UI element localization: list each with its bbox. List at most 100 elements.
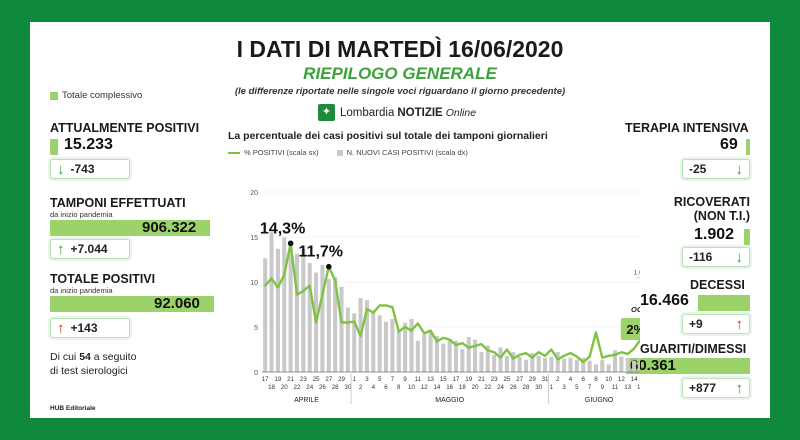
totale-bar [50,296,214,312]
line-point [563,354,566,357]
line-point [404,326,407,328]
tamponi-value: 906.322 [142,219,197,236]
line-point [366,308,368,310]
x-tick-label: 24 [497,384,504,391]
guariti-delta: +877 ↑ [682,378,750,398]
header-note: (le differenze riportate nelle singole v… [234,86,566,97]
bar-new-cases [301,248,306,372]
x-tick-label: 18 [268,384,275,391]
bar-new-cases [460,349,465,372]
x-tick-label: 21 [478,376,485,383]
totale-value: 92.060 [154,295,200,312]
x-tick-label: 3 [365,376,369,383]
lombardia-logo-icon: ✦ [318,104,335,121]
bar-new-cases [403,322,408,372]
x-tick-label: 2 [556,376,560,383]
totale-sub: da inizio pandemia [50,286,113,295]
line-point [493,351,496,354]
x-tick-label: 12 [421,384,428,391]
line-point [296,293,298,296]
bar-new-cases [320,264,325,372]
terapia-label: TERAPIA INTENSIVA [625,121,749,135]
x-tick-label: 11 [415,376,422,383]
annotation-dot [287,240,294,247]
x-tick-label: 15 [637,384,640,391]
arrow-down-icon: ↓ [57,160,65,178]
bar-new-cases [600,359,605,372]
x-tick-label: 17 [453,376,460,383]
terapia-bar [746,139,750,155]
bar-new-cases [593,364,598,372]
x-tick-label: 31 [542,376,549,383]
line-point [601,356,604,359]
line-point [448,338,451,341]
bar-new-cases [352,313,357,372]
x-tick-label: 29 [529,376,536,383]
x-tick-label: 17 [262,376,269,383]
x-tick-label: 1 [353,376,357,383]
x-tick-label: 25 [503,376,510,383]
y-left-tick: 0 [254,370,258,377]
x-tick-label: 4 [569,376,573,383]
month-label: MAGGIO [435,397,464,404]
line-point [550,348,553,351]
x-tick-label: 28 [332,384,339,391]
ricoverati-label-2: (NON T.I.) [693,209,750,223]
ricoverati-label-1: RICOVERATI [673,195,750,209]
line-point [461,342,464,345]
bar-new-cases [377,315,382,372]
y-left-tick: 10 [250,280,258,287]
bar-new-cases [345,307,350,372]
totale-label: TOTALE POSITIVI [50,272,156,286]
line-point [359,335,362,337]
decessi-delta: +9 ↑ [682,314,750,334]
x-tick-label: 27 [516,376,523,383]
line-point [436,340,438,343]
ricoverati-bar [744,229,750,245]
line-point [455,344,457,346]
line-point [614,354,616,356]
x-tick-label: 26 [510,384,517,391]
line-point [391,306,394,309]
annotation-label: 11,7% [299,244,343,261]
x-tick-label: 7 [588,384,592,391]
arrow-down-icon: ↓ [735,160,744,178]
line-point [633,347,635,350]
x-tick-label: 14 [433,384,440,391]
x-tick-label: 30 [535,384,542,391]
line-point [423,332,426,335]
line-point [544,354,546,357]
line-point [416,322,419,325]
decessi-value: 16.466 [640,292,689,309]
bar-new-cases [466,336,471,372]
arrow-up-icon: ↑ [735,315,744,333]
line-point [582,361,585,363]
bar-new-cases [530,353,535,372]
line-point [512,357,515,360]
x-tick-label: 3 [562,384,566,391]
bar-new-cases [517,356,522,372]
line-point [410,329,413,332]
bar-new-cases [632,360,637,372]
line-point [525,352,527,354]
bar-new-cases [549,356,554,372]
line-point [334,279,337,282]
sierologici-post: a seguito [93,351,137,363]
x-tick-label: 14 [631,376,638,383]
x-tick-label: 2 [359,384,363,391]
tamponi-label: TAMPONI EFFETTUATI [50,196,186,210]
guariti-value: 60.361 [630,357,676,374]
bar-new-cases [333,277,338,372]
x-tick-label: 9 [601,384,605,391]
sierologici-num: 54 [79,351,91,363]
positivi-label: ATTUALMENTE POSITIVI [50,121,200,135]
ricoverati-value: 1.902 [694,226,735,243]
positivi-delta: ↓ -743 [50,159,130,179]
positivi-value: 15.233 [64,136,113,153]
tamponi-bar [50,220,210,236]
x-tick-label: 19 [274,376,281,383]
bar-new-cases [511,352,516,372]
x-tick-label: 25 [313,376,320,383]
bar-new-cases [581,357,586,372]
line-point [537,351,540,354]
